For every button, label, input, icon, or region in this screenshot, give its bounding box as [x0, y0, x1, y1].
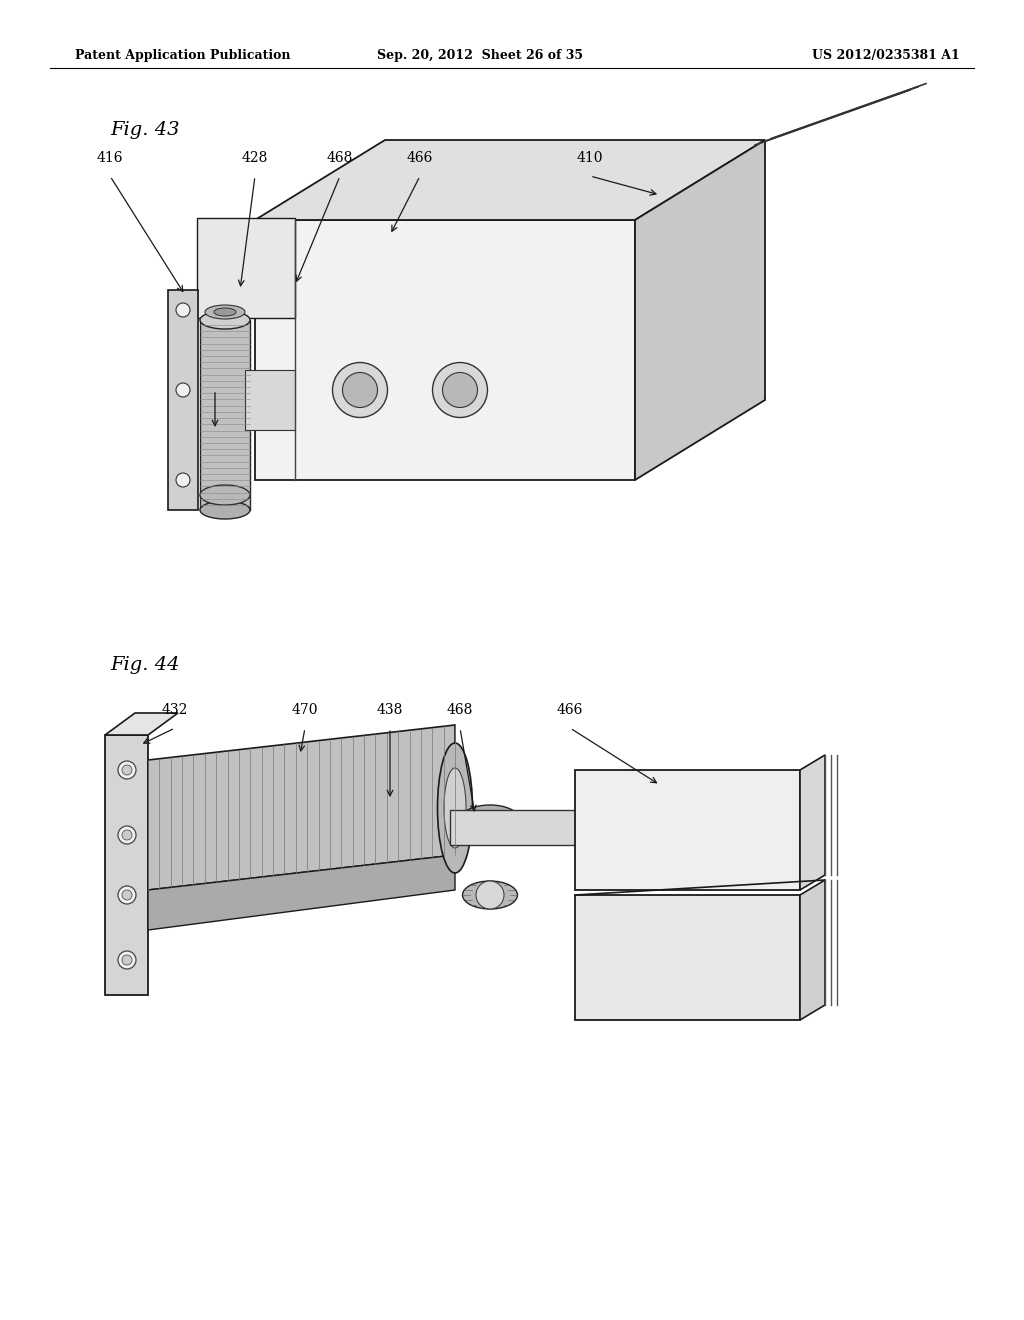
Ellipse shape	[444, 768, 466, 847]
Circle shape	[118, 886, 136, 904]
Circle shape	[176, 473, 190, 487]
Polygon shape	[255, 140, 765, 220]
Text: 428: 428	[242, 150, 268, 165]
Circle shape	[122, 954, 132, 965]
Ellipse shape	[205, 305, 245, 319]
Text: Sep. 20, 2012  Sheet 26 of 35: Sep. 20, 2012 Sheet 26 of 35	[377, 49, 583, 62]
Circle shape	[122, 830, 132, 840]
Text: 416: 416	[96, 150, 123, 165]
Polygon shape	[148, 725, 455, 890]
Polygon shape	[168, 290, 198, 510]
Text: Fig. 43: Fig. 43	[110, 121, 179, 139]
Ellipse shape	[200, 502, 250, 519]
Ellipse shape	[342, 372, 378, 408]
Ellipse shape	[200, 484, 250, 506]
Polygon shape	[450, 810, 600, 845]
Polygon shape	[105, 713, 178, 735]
Text: 466: 466	[557, 704, 584, 717]
Circle shape	[122, 890, 132, 900]
Ellipse shape	[214, 308, 236, 315]
Text: 468: 468	[327, 150, 353, 165]
Polygon shape	[200, 319, 250, 510]
Text: 432: 432	[162, 704, 188, 717]
Ellipse shape	[442, 372, 477, 408]
Circle shape	[118, 826, 136, 843]
Text: US 2012/0235381 A1: US 2012/0235381 A1	[812, 49, 961, 62]
Circle shape	[122, 766, 132, 775]
Polygon shape	[148, 855, 455, 931]
Polygon shape	[255, 220, 635, 480]
Polygon shape	[800, 755, 825, 890]
Circle shape	[176, 383, 190, 397]
Polygon shape	[575, 770, 800, 890]
Ellipse shape	[460, 805, 520, 836]
Ellipse shape	[432, 363, 487, 417]
Ellipse shape	[463, 880, 517, 909]
Text: 438: 438	[377, 704, 403, 717]
Polygon shape	[245, 370, 295, 430]
Polygon shape	[575, 895, 800, 1020]
Circle shape	[176, 304, 190, 317]
Ellipse shape	[333, 363, 387, 417]
Text: 468: 468	[446, 704, 473, 717]
Polygon shape	[800, 880, 825, 1020]
Polygon shape	[105, 735, 148, 995]
Text: 470: 470	[292, 704, 318, 717]
Text: Patent Application Publication: Patent Application Publication	[75, 49, 291, 62]
Polygon shape	[635, 140, 765, 480]
Polygon shape	[197, 218, 295, 318]
Circle shape	[118, 762, 136, 779]
Ellipse shape	[200, 312, 250, 329]
Text: 466: 466	[407, 150, 433, 165]
Circle shape	[118, 950, 136, 969]
Ellipse shape	[437, 743, 472, 873]
Text: Fig. 44: Fig. 44	[110, 656, 179, 675]
Ellipse shape	[476, 813, 504, 828]
Circle shape	[476, 880, 504, 909]
Text: 410: 410	[577, 150, 603, 165]
